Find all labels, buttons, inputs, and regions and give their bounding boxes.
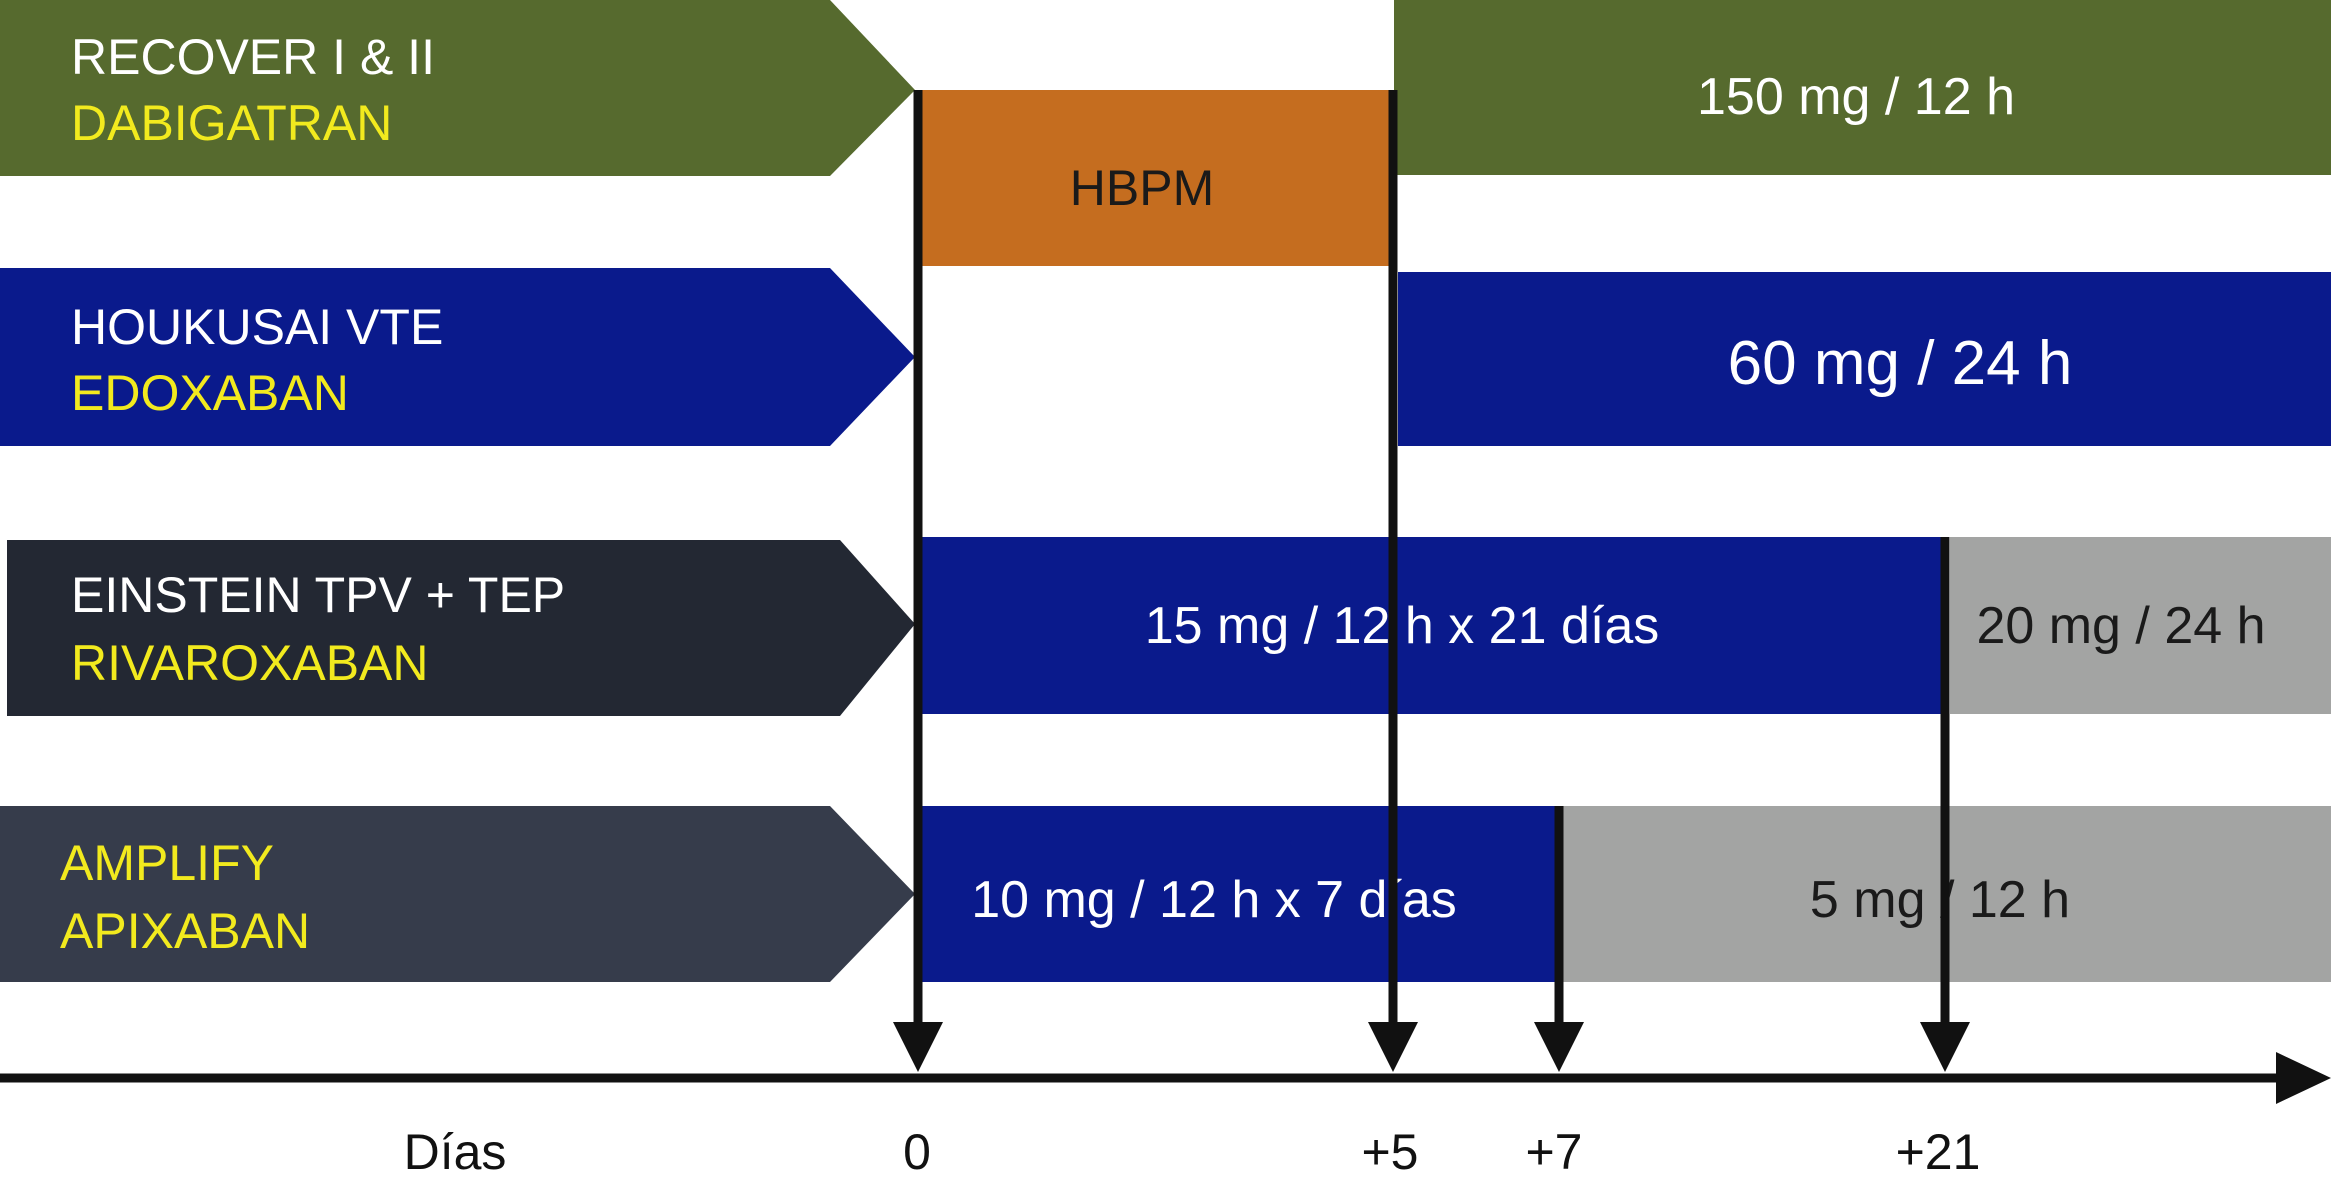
trial-name-einstein: EINSTEIN TPV + TEP (71, 567, 565, 623)
dose-label-dabigatran-150: 150 mg / 12 h (1697, 68, 2015, 126)
dose-label-edoxaban-60: 60 mg / 24 h (1728, 329, 2073, 398)
axis-title-dias: Días (404, 1124, 507, 1180)
drug-name-apixaban: APIXABAN (60, 903, 310, 959)
dose-label-rivaroxaban-15: 15 mg / 12 h x 21 días (1145, 597, 1660, 655)
trial-row-amplify: AMPLIFY APIXABAN 10 mg / 12 h x 7 días 5… (0, 806, 2331, 982)
drug-name-dabigatran: DABIGATRAN (71, 95, 392, 151)
time-axis-arrowhead (2276, 1052, 2331, 1104)
day-marker-plus21-arrowhead (1920, 1022, 1970, 1072)
day-marker-plus7-arrowhead (1534, 1022, 1584, 1072)
trial-label-arrow-recover (0, 0, 915, 176)
trial-row-recover: RECOVER I & II DABIGATRAN HBPM 150 mg / … (0, 0, 2331, 266)
drug-name-edoxaban: EDOXABAN (71, 365, 349, 421)
dose-segment-apixaban-10 (918, 806, 1558, 982)
dose-segment-hbpm (918, 90, 1390, 266)
day-marker-0-arrowhead (893, 1022, 943, 1072)
trial-name-recover: RECOVER I & II (71, 29, 435, 85)
tick-label-plus7: +7 (1525, 1124, 1582, 1180)
dose-label-hbpm: HBPM (1070, 160, 1214, 216)
day-marker-plus5-arrowhead (1368, 1022, 1418, 1072)
trial-row-houkusai: HOUKUSAI VTE EDOXABAN 60 mg / 24 h (0, 268, 2331, 446)
tick-label-plus21: +21 (1896, 1124, 1981, 1180)
tick-label-plus5: +5 (1361, 1124, 1418, 1180)
drug-name-rivaroxaban: RIVAROXABAN (71, 635, 429, 691)
dose-segment-rivaroxaban-15 (918, 537, 1946, 714)
dose-label-rivaroxaban-20: 20 mg / 24 h (1976, 597, 2265, 655)
tick-label-0: 0 (903, 1124, 931, 1180)
trial-row-einstein: EINSTEIN TPV + TEP RIVAROXABAN 15 mg / 1… (7, 537, 2331, 716)
dose-segment-rivaroxaban-20 (1950, 537, 2331, 714)
dose-label-apixaban-10: 10 mg / 12 h x 7 días (971, 871, 1457, 929)
trial-name-houkusai: HOUKUSAI VTE (71, 299, 443, 355)
time-axis: Días 0 +5 +7 +21 (0, 1052, 2331, 1180)
trial-label-arrow-houkusai (0, 268, 915, 446)
trial-label-arrow-einstein (7, 540, 915, 716)
dose-segment-dabigatran-150 (1394, 0, 2331, 175)
dose-segment-edoxaban-60 (1398, 272, 2331, 446)
dose-label-apixaban-5: 5 mg / 12 h (1810, 871, 2070, 929)
trial-name-amplify: AMPLIFY (60, 835, 274, 891)
day-markers (893, 90, 1970, 1072)
trial-label-arrow-amplify (0, 806, 915, 982)
